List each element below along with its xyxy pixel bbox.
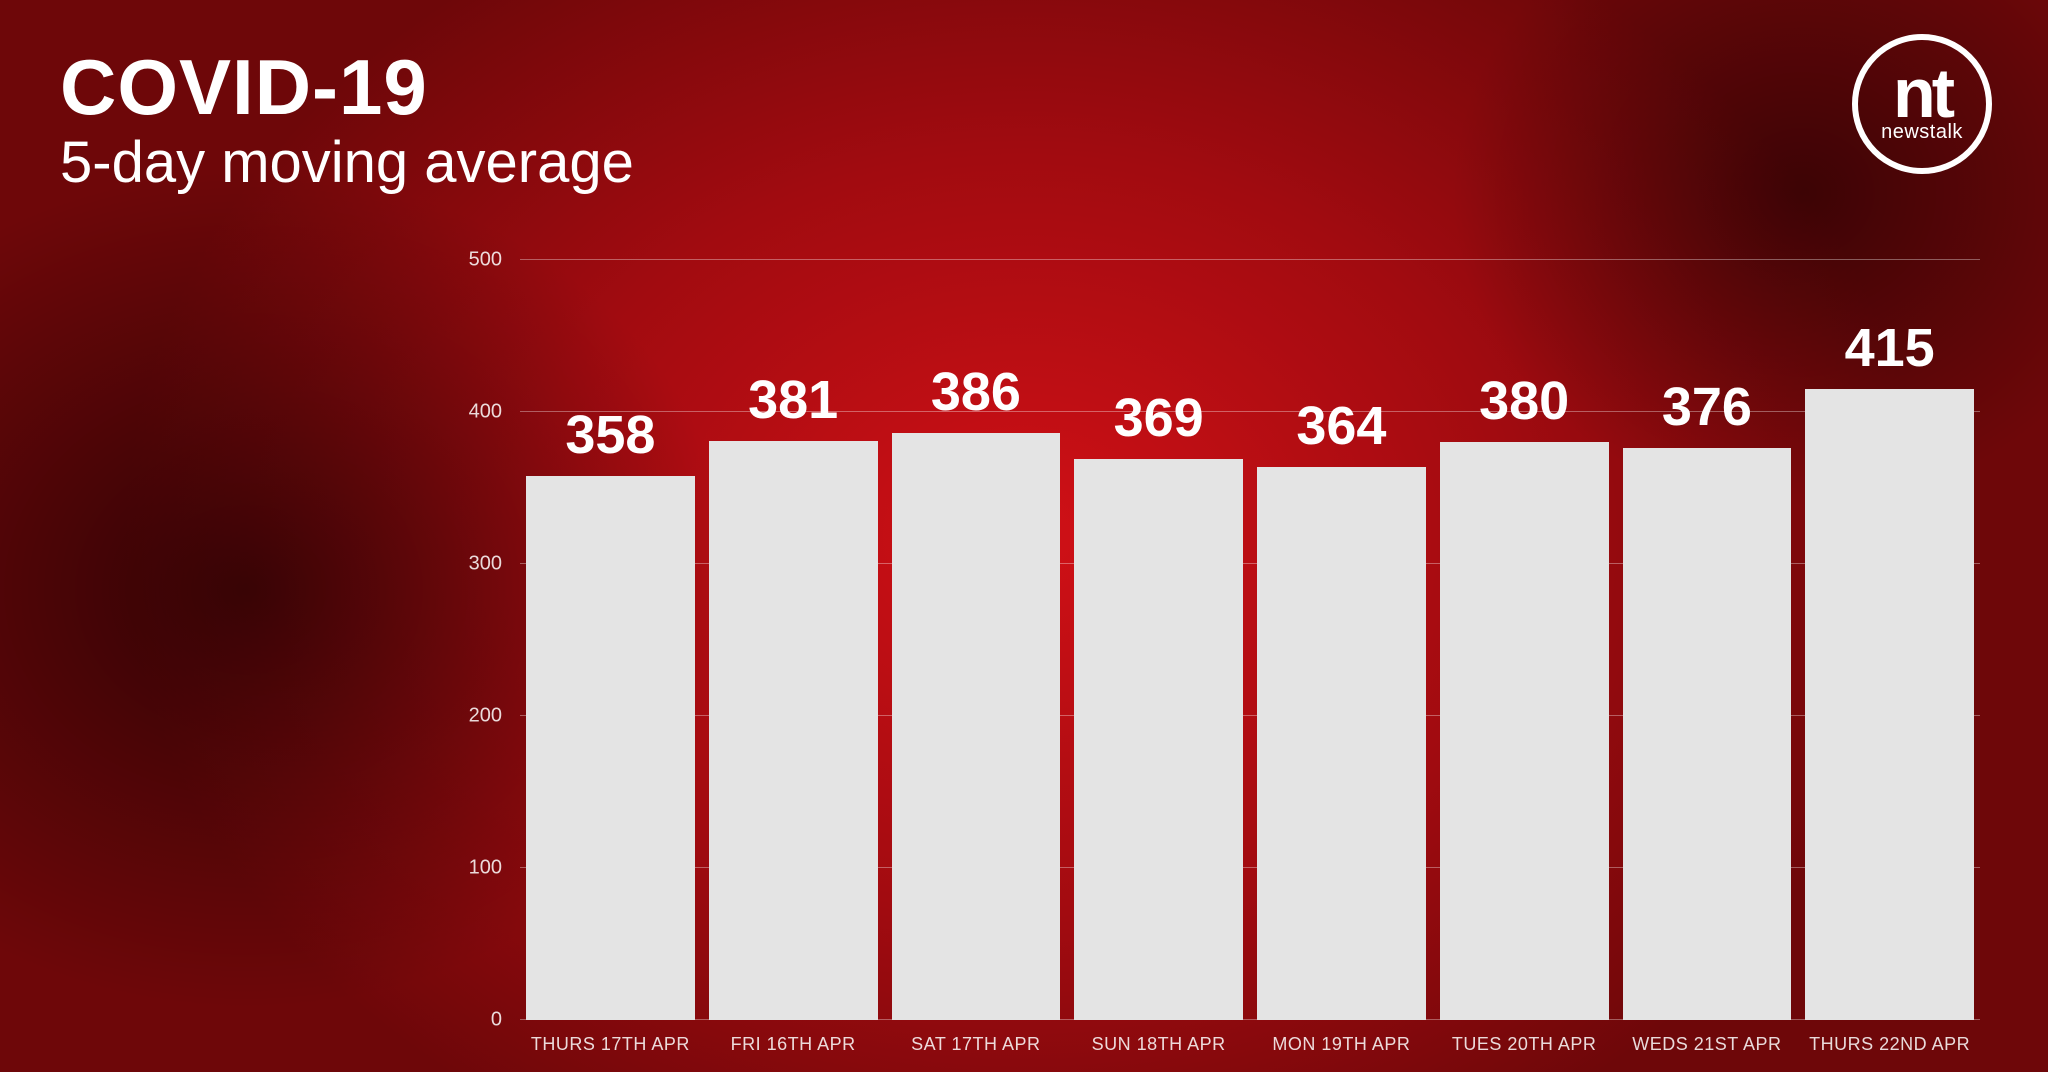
y-tick-label: 100 xyxy=(442,857,502,880)
bar: 381 xyxy=(709,441,878,1020)
bar: 386 xyxy=(892,433,1061,1020)
x-axis-label: SAT 17TH APR xyxy=(892,1034,1061,1055)
logo-subtext: newstalk xyxy=(1881,121,1963,144)
bar-value-label: 364 xyxy=(1296,395,1386,457)
title-block: COVID-19 5-day moving average xyxy=(60,42,634,196)
bar: 380 xyxy=(1440,442,1609,1020)
y-tick-label: 0 xyxy=(442,1009,502,1032)
bar-chart: 0100200300400500 35838138636936438037641… xyxy=(520,260,1980,1020)
bar-value-label: 380 xyxy=(1479,370,1569,432)
bar-value-label: 386 xyxy=(931,361,1021,423)
bars-container: 358381386369364380376415 xyxy=(520,260,1980,1020)
title-line-1: COVID-19 xyxy=(60,42,634,133)
bar: 376 xyxy=(1623,448,1792,1020)
bar-value-label: 381 xyxy=(748,369,838,431)
x-axis-label: THURS 22ND APR xyxy=(1805,1034,1974,1055)
bar-slot: 376 xyxy=(1623,260,1792,1020)
infographic-stage: COVID-19 5-day moving average nt newstal… xyxy=(0,0,2048,1072)
y-tick-label: 400 xyxy=(442,401,502,424)
bar: 415 xyxy=(1805,389,1974,1020)
bar-slot: 381 xyxy=(709,260,878,1020)
y-tick-label: 200 xyxy=(442,705,502,728)
bar: 369 xyxy=(1074,459,1243,1020)
y-tick-label: 300 xyxy=(442,553,502,576)
title-line-2: 5-day moving average xyxy=(60,129,634,196)
x-axis-label: THURS 17TH APR xyxy=(526,1034,695,1055)
bar-value-label: 369 xyxy=(1114,387,1204,449)
bar-slot: 369 xyxy=(1074,260,1243,1020)
bar-value-label: 358 xyxy=(565,404,655,466)
bar-slot: 358 xyxy=(526,260,695,1020)
bar: 358 xyxy=(526,476,695,1020)
x-axis-label: SUN 18TH APR xyxy=(1074,1034,1243,1055)
x-axis-label: WEDS 21ST APR xyxy=(1623,1034,1792,1055)
x-axis-label: FRI 16TH APR xyxy=(709,1034,878,1055)
bar: 364 xyxy=(1257,467,1426,1020)
bar-slot: 364 xyxy=(1257,260,1426,1020)
x-axis-labels: THURS 17TH APR FRI 16TH APR SAT 17TH APR SU… xyxy=(520,1034,1980,1055)
bar-slot: 415 xyxy=(1805,260,1974,1020)
logo-text: nt xyxy=(1893,64,1951,124)
x-axis-label: TUES 20TH APR xyxy=(1440,1034,1609,1055)
bar-slot: 386 xyxy=(892,260,1061,1020)
newstalk-logo: nt newstalk xyxy=(1852,34,1992,174)
bar-value-label: 376 xyxy=(1662,376,1752,438)
bar-value-label: 415 xyxy=(1845,317,1935,379)
bar-slot: 380 xyxy=(1440,260,1609,1020)
x-axis-label: MON 19TH APR xyxy=(1257,1034,1426,1055)
y-tick-label: 500 xyxy=(442,249,502,272)
